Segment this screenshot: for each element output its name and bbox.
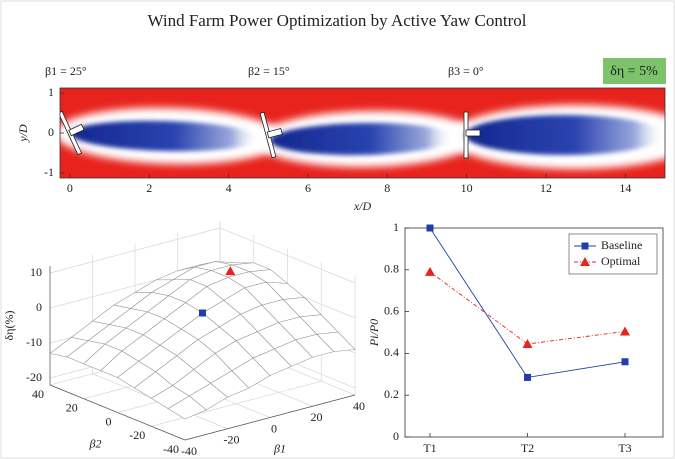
y-tick-label: -1	[44, 165, 54, 179]
x-tick-label: 14	[619, 181, 631, 195]
turbine	[259, 111, 283, 159]
x-tick-label: 20	[311, 410, 323, 424]
y-tick-label: 0	[48, 125, 54, 139]
marker	[581, 242, 589, 250]
marker	[425, 266, 435, 276]
x-tick-label: T3	[618, 441, 631, 455]
x-tick-label: 10	[461, 181, 473, 195]
surface-cell	[167, 395, 207, 420]
yaw-annotation: β1 = 25°	[45, 64, 87, 78]
x-axis-label: x/D	[353, 199, 372, 213]
series-line	[429, 271, 626, 345]
y-axis-label: y/D	[16, 124, 30, 143]
z-tick-label: 10	[30, 265, 42, 279]
y-tick-label: 0.8	[384, 262, 399, 276]
axis-line	[184, 394, 356, 441]
badge-box	[603, 58, 666, 84]
y-tick-label: 0	[106, 414, 112, 428]
z-tick-label: 0	[36, 300, 42, 314]
figure-title: Wind Farm Power Optimization by Active Y…	[148, 11, 527, 30]
marker	[524, 373, 531, 381]
wake	[270, 122, 454, 156]
x-tick-label: 4	[226, 181, 232, 195]
x-tick-label: 2	[146, 181, 152, 195]
x-tick-label: 6	[305, 181, 311, 195]
axis-line	[49, 384, 186, 441]
x-tick-label: 8	[384, 181, 390, 195]
marker	[225, 266, 236, 276]
turbine	[463, 111, 481, 159]
y-tick-label: 1	[48, 85, 54, 99]
x-tick-label: T1	[423, 441, 436, 455]
y-tick-label: 20	[66, 401, 78, 415]
y-tick-label: 0.4	[384, 345, 399, 359]
y-axis-label: Pi/P0	[367, 319, 381, 347]
wake-field	[60, 88, 665, 178]
z-tick-label: -10	[26, 335, 42, 349]
x-tick-label: -40	[181, 444, 197, 458]
x-tick-label: -20	[224, 433, 240, 447]
x-axis-label: β1	[273, 441, 286, 455]
plot-frame	[404, 227, 664, 438]
legend-label: Baseline	[601, 238, 642, 252]
marker	[426, 224, 434, 232]
wake	[465, 115, 665, 155]
y-tick-label: 1	[393, 220, 399, 234]
z-tick-label: -20	[26, 370, 42, 384]
marker	[621, 358, 629, 366]
grid-line	[151, 380, 322, 427]
marker	[580, 257, 590, 266]
x-tick-label: T2	[521, 441, 534, 455]
y-tick-label: 40	[32, 387, 44, 401]
y-tick-label: 0	[393, 429, 399, 443]
badge: δη = 5%	[610, 64, 658, 79]
marker	[620, 326, 630, 336]
y-tick-label: 0.6	[384, 303, 399, 317]
x-tick-label: 0	[67, 181, 73, 195]
x-tick-label: 12	[540, 181, 552, 195]
z-axis-label: δη(%)	[2, 311, 16, 341]
x-tick-label: 0	[271, 421, 277, 435]
yaw-annotation: β3 = 0°	[448, 64, 484, 78]
y-axis-label: β2	[89, 436, 102, 450]
yaw-annotation: β2 = 15°	[248, 64, 290, 78]
y-tick-label: -20	[129, 428, 145, 442]
x-tick-label: 40	[353, 399, 365, 413]
y-tick-label: 0.2	[384, 387, 399, 401]
legend-box	[568, 233, 658, 275]
y-tick-label: -40	[163, 442, 179, 456]
marker	[199, 309, 206, 317]
legend-label: Optimal	[601, 254, 641, 268]
marker	[522, 338, 533, 348]
wake	[70, 120, 260, 152]
